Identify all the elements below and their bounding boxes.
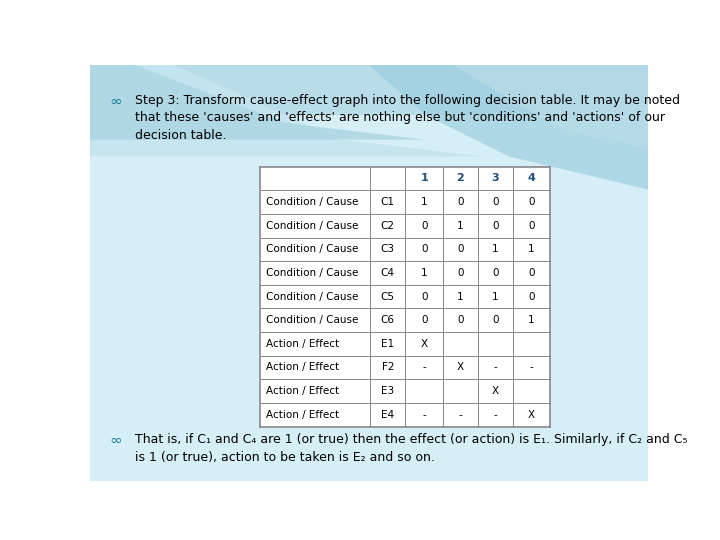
Text: That is, if C₁ and C₄ are 1 (or true) then the effect (or action) is E₁. Similar: That is, if C₁ and C₄ are 1 (or true) th… [135, 433, 687, 464]
Text: 1: 1 [457, 292, 464, 302]
FancyBboxPatch shape [90, 65, 648, 114]
Text: C3: C3 [381, 245, 395, 254]
Text: 1: 1 [457, 221, 464, 231]
Text: ∞: ∞ [109, 94, 122, 109]
Text: -: - [493, 410, 497, 420]
Text: X: X [420, 339, 428, 349]
Text: Action / Effect: Action / Effect [266, 386, 339, 396]
Text: Condition / Cause: Condition / Cause [266, 221, 358, 231]
Polygon shape [90, 65, 425, 140]
Text: 0: 0 [492, 221, 498, 231]
Text: -: - [459, 410, 462, 420]
Text: X: X [492, 386, 499, 396]
Polygon shape [453, 65, 648, 148]
Text: Action / Effect: Action / Effect [266, 362, 339, 373]
Text: X: X [456, 362, 464, 373]
Text: 1: 1 [420, 173, 428, 184]
Text: 4: 4 [528, 173, 536, 184]
Text: 0: 0 [457, 245, 464, 254]
Text: 1: 1 [528, 245, 535, 254]
Text: Condition / Cause: Condition / Cause [266, 292, 358, 302]
Text: E3: E3 [382, 386, 395, 396]
Text: -: - [493, 362, 497, 373]
Text: 1: 1 [420, 197, 428, 207]
Text: 1: 1 [420, 268, 428, 278]
Text: 0: 0 [492, 197, 498, 207]
Polygon shape [369, 65, 648, 190]
Text: Condition / Cause: Condition / Cause [266, 245, 358, 254]
Text: Action / Effect: Action / Effect [266, 410, 339, 420]
Text: E1: E1 [382, 339, 395, 349]
Text: X: X [528, 410, 535, 420]
Text: 1: 1 [528, 315, 535, 325]
Text: E4: E4 [382, 410, 395, 420]
FancyBboxPatch shape [90, 65, 648, 481]
Text: 3: 3 [492, 173, 499, 184]
Text: 0: 0 [421, 292, 428, 302]
Polygon shape [90, 65, 481, 156]
Text: 0: 0 [492, 315, 498, 325]
Text: 0: 0 [457, 268, 464, 278]
Text: 0: 0 [421, 315, 428, 325]
Text: F2: F2 [382, 362, 394, 373]
Text: C4: C4 [381, 268, 395, 278]
Text: 1: 1 [492, 245, 498, 254]
Text: 0: 0 [492, 268, 498, 278]
Text: 0: 0 [528, 197, 535, 207]
Text: 0: 0 [457, 197, 464, 207]
FancyBboxPatch shape [260, 167, 550, 427]
Text: 2: 2 [456, 173, 464, 184]
Text: C1: C1 [381, 197, 395, 207]
Text: Step 3: Transform cause-effect graph into the following decision table. It may b: Step 3: Transform cause-effect graph int… [135, 94, 680, 142]
Text: Condition / Cause: Condition / Cause [266, 268, 358, 278]
Text: C5: C5 [381, 292, 395, 302]
Text: ∞: ∞ [109, 433, 122, 448]
Text: -: - [422, 362, 426, 373]
Text: 0: 0 [528, 221, 535, 231]
Text: 0: 0 [528, 292, 535, 302]
Text: 0: 0 [421, 245, 428, 254]
Text: 0: 0 [528, 268, 535, 278]
Text: -: - [530, 362, 534, 373]
Text: 0: 0 [421, 221, 428, 231]
Text: 1: 1 [492, 292, 498, 302]
Text: Condition / Cause: Condition / Cause [266, 197, 358, 207]
Text: C6: C6 [381, 315, 395, 325]
Text: Condition / Cause: Condition / Cause [266, 315, 358, 325]
Text: Action / Effect: Action / Effect [266, 339, 339, 349]
Text: -: - [422, 410, 426, 420]
Text: C2: C2 [381, 221, 395, 231]
Text: 0: 0 [457, 315, 464, 325]
